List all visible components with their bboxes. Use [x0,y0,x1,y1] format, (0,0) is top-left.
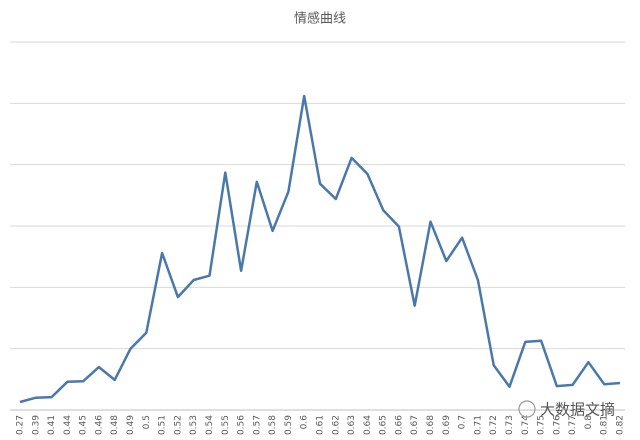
x-tick-label: 0.62 [331,415,341,435]
x-tick-label: 0.45 [79,415,89,435]
x-tick-label: 0.61 [316,415,326,435]
x-tick-label: 0.63 [347,415,357,435]
x-tick-label: 0.65 [379,415,389,435]
x-tick-label: 0.77 [568,415,578,435]
x-tick-label: 0.41 [47,415,57,435]
x-tick-label: 0.48 [110,415,120,435]
watermark: 大数据文摘 [540,401,615,419]
x-tick-label: 0.8 [584,415,594,430]
x-tick-label: 0.71 [473,415,483,435]
data-line [19,94,621,404]
x-tick-label: 0.27 [16,415,26,435]
x-tick-label: 0.76 [552,415,562,435]
x-tick-label: 0.66 [394,415,404,435]
x-tick-label: 0.64 [363,415,373,435]
x-tick-label: 0.55 [221,415,231,435]
x-tick-label: 0.54 [205,415,215,435]
watermark-group: 大数据文摘 [518,400,615,419]
x-tick-label: 0.81 [600,415,610,435]
x-tick-label: 0.49 [126,415,136,435]
x-tick-label: 0.52 [173,415,183,435]
x-tick-label: 0.57 [252,415,262,435]
x-tick-label: 0.75 [537,415,547,435]
watermark-icon [518,400,536,418]
x-tick-label: 0.58 [268,415,278,435]
x-tick-label: 0.74 [521,415,531,435]
x-tick-label: 0.46 [94,415,104,435]
x-tick-label: 0.56 [237,415,247,435]
x-tick-label: 0.73 [505,415,515,435]
x-tick-label: 0.68 [426,415,436,435]
x-tick-label: 0.82 [616,415,626,435]
x-tick-label: 0.59 [284,415,294,435]
x-tick-label: 0.67 [410,415,420,435]
x-tick-label: 0.44 [63,415,73,435]
x-tick-label: 0.7 [458,415,468,429]
x-tick-label: 0.6 [300,415,310,430]
x-tick-label: 0.69 [442,415,452,435]
x-tick-label: 0.5 [142,415,152,429]
chart-title: 情感曲线 [294,11,346,27]
x-tick-label: 0.72 [489,415,499,435]
x-tick-label: 0.53 [189,415,199,435]
x-tick-label: 0.39 [31,415,41,435]
x-tick-label: 0.51 [158,415,168,435]
